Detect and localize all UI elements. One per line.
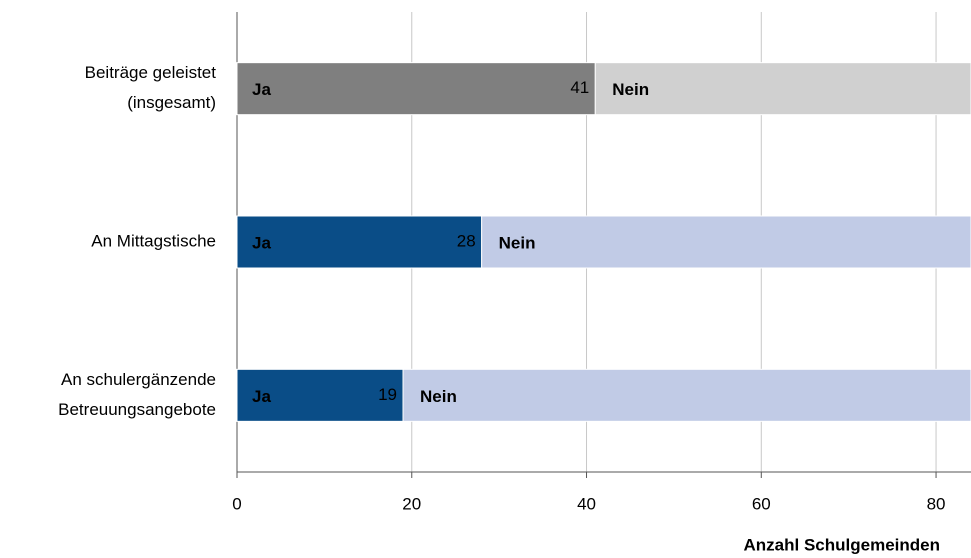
bar-segment [402, 368, 971, 422]
bar-segment [481, 215, 971, 269]
bar-segment [236, 215, 483, 269]
x-axis-label: Anzahl Schulgemeinden [744, 535, 940, 554]
data-label: 19 [378, 385, 397, 404]
x-tick-label: 60 [752, 494, 771, 513]
bar-segment [236, 368, 404, 422]
y-tick-label: Beiträge geleistet [85, 63, 217, 82]
bar-segment [594, 62, 971, 116]
segment-label: Nein [499, 233, 536, 252]
segment-label: Nein [612, 80, 649, 99]
y-tick-label: An schulergänzende [61, 370, 216, 389]
y-tick-label: (insgesamt) [127, 93, 216, 112]
segment-label: Ja [252, 387, 271, 406]
y-tick-label: Betreuungsangebote [58, 400, 216, 419]
bar-segment [236, 62, 596, 116]
data-label: 41 [570, 78, 589, 97]
segment-label: Nein [420, 387, 457, 406]
x-tick-label: 20 [402, 494, 421, 513]
segment-label: Ja [252, 80, 271, 99]
x-tick-label: 80 [927, 494, 946, 513]
x-tick-label: 0 [232, 494, 241, 513]
y-tick-label: An Mittagstische [91, 231, 216, 250]
x-tick-label: 40 [577, 494, 596, 513]
data-label: 28 [457, 231, 476, 250]
segment-label: Ja [252, 233, 271, 252]
